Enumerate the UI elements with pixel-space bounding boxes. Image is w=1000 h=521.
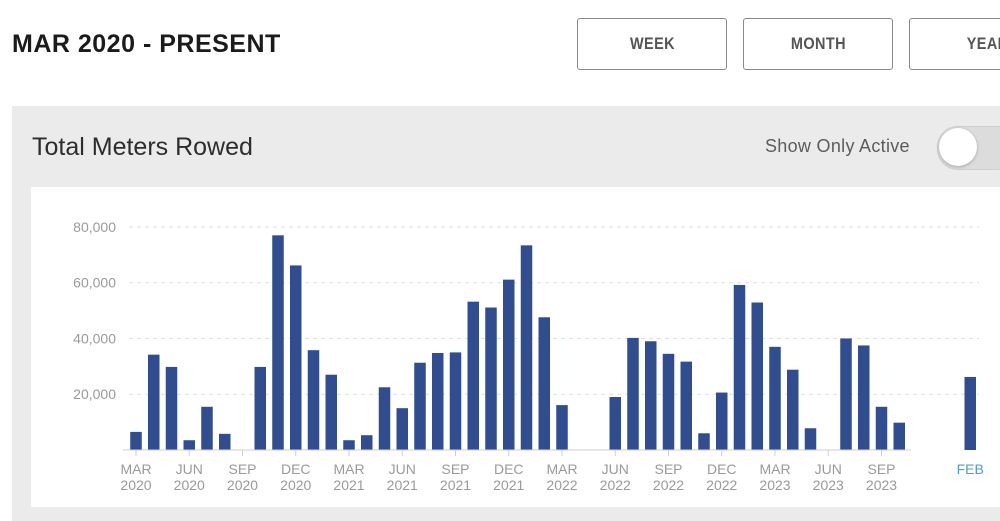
chart-card: 20,000 40,000 60,000 80,000 MAR 2020 JUN 2020 S… bbox=[31, 187, 1000, 507]
bar[interactable] bbox=[751, 302, 764, 450]
bar[interactable] bbox=[875, 406, 888, 450]
bar[interactable] bbox=[325, 374, 338, 450]
bar[interactable] bbox=[307, 350, 320, 450]
bar[interactable] bbox=[361, 435, 373, 450]
grid-layer bbox=[129, 226, 979, 395]
bar[interactable] bbox=[840, 338, 852, 450]
bar[interactable] bbox=[414, 362, 426, 450]
month-button-label: MONTH bbox=[790, 34, 846, 53]
bar[interactable] bbox=[485, 307, 497, 450]
bar[interactable] bbox=[130, 431, 142, 450]
bar[interactable] bbox=[467, 301, 480, 450]
bar[interactable] bbox=[290, 265, 302, 450]
x-tick-year: 2020 bbox=[174, 477, 205, 493]
x-tick-month: MAR bbox=[120, 461, 151, 477]
bar[interactable] bbox=[698, 433, 710, 450]
bar[interactable] bbox=[378, 387, 391, 450]
y-axis: 20,000 40,000 60,000 80,000 bbox=[73, 219, 116, 402]
x-tick-year: 2022 bbox=[600, 477, 631, 493]
x-tick-year: 2020 bbox=[280, 477, 311, 493]
bar[interactable] bbox=[449, 352, 462, 450]
toggle-knob[interactable] bbox=[939, 128, 977, 166]
x-tick-year: 2021 bbox=[440, 477, 471, 493]
x-tick-year: 2022 bbox=[706, 477, 737, 493]
x-tick-month: SEP bbox=[228, 461, 256, 477]
x-tick-year: 2021 bbox=[333, 477, 364, 493]
bar[interactable] bbox=[645, 341, 657, 450]
x-tick-year: 2021 bbox=[493, 477, 524, 493]
year-button-label: YEAR bbox=[966, 34, 1000, 53]
x-axis bbox=[123, 449, 911, 456]
bar[interactable] bbox=[556, 405, 568, 450]
bar[interactable] bbox=[520, 245, 533, 450]
x-tick-month: JUN bbox=[602, 461, 629, 477]
bar[interactable] bbox=[609, 397, 622, 450]
x-tick-month: JUN bbox=[815, 461, 842, 477]
bar[interactable] bbox=[201, 406, 213, 450]
x-tick-month: DEC bbox=[281, 461, 311, 477]
x-tick-month: MAR bbox=[759, 461, 790, 477]
bar[interactable] bbox=[538, 317, 551, 450]
panel-title: Total Meters Rowed bbox=[32, 133, 253, 161]
bar[interactable] bbox=[254, 366, 267, 450]
x-tick-month: JUN bbox=[176, 461, 203, 477]
bar[interactable] bbox=[272, 235, 284, 450]
week-button-label: WEEK bbox=[629, 34, 675, 53]
y-tick-label: 60,000 bbox=[73, 275, 116, 291]
bar[interactable] bbox=[503, 279, 515, 450]
bar[interactable] bbox=[804, 428, 817, 450]
show-only-active-toggle[interactable] bbox=[937, 126, 1000, 170]
month-button[interactable]: MONTH bbox=[743, 18, 893, 70]
y-tick-label: 20,000 bbox=[73, 386, 116, 402]
y-tick-label: 80,000 bbox=[73, 219, 116, 235]
bar[interactable] bbox=[148, 354, 160, 450]
bar[interactable] bbox=[396, 408, 409, 450]
bar[interactable] bbox=[787, 369, 799, 450]
bar[interactable] bbox=[432, 352, 444, 450]
bar[interactable] bbox=[769, 346, 781, 450]
week-button[interactable]: WEEK bbox=[577, 18, 727, 70]
bar[interactable] bbox=[964, 376, 977, 450]
bar[interactable] bbox=[858, 345, 870, 450]
bar[interactable] bbox=[219, 433, 231, 450]
bar[interactable] bbox=[893, 422, 906, 450]
x-tick-year: 2023 bbox=[813, 477, 844, 493]
year-button[interactable]: YEAR bbox=[909, 18, 1000, 70]
x-tick-month: DEC bbox=[494, 461, 524, 477]
bar[interactable] bbox=[343, 440, 355, 450]
x-tick-year: 2020 bbox=[120, 477, 151, 493]
bars bbox=[130, 235, 976, 450]
x-tick-month: JUN bbox=[389, 461, 416, 477]
bar[interactable] bbox=[627, 337, 639, 450]
bar[interactable] bbox=[680, 361, 693, 450]
y-tick-label: 40,000 bbox=[73, 330, 116, 346]
bar[interactable] bbox=[733, 284, 746, 450]
x-tick-month: MAR bbox=[333, 461, 364, 477]
x-tick-month: DEC bbox=[707, 461, 737, 477]
x-tick-year: 2023 bbox=[866, 477, 897, 493]
x-tick-month: MAR bbox=[546, 461, 577, 477]
bar[interactable] bbox=[662, 353, 675, 450]
x-tick-year: 2022 bbox=[546, 477, 577, 493]
bar[interactable] bbox=[716, 392, 728, 450]
x-tick-year: 2023 bbox=[759, 477, 790, 493]
x-tick-year: 2020 bbox=[227, 477, 258, 493]
x-tick-month: SEP bbox=[441, 461, 469, 477]
x-tick-month: SEP bbox=[654, 461, 682, 477]
page-title: MAR 2020 - PRESENT bbox=[12, 30, 281, 58]
bar[interactable] bbox=[165, 366, 178, 450]
x-tick-year: 2022 bbox=[653, 477, 684, 493]
x-tick-month: FEB bbox=[957, 461, 984, 477]
x-tick-year: 2021 bbox=[387, 477, 418, 493]
x-axis-labels: MAR2020JUN2020SEP2020DEC2020MAR2021JUN20… bbox=[120, 461, 983, 493]
bar[interactable] bbox=[183, 440, 196, 450]
x-tick-month: SEP bbox=[867, 461, 895, 477]
toggle-label: Show Only Active bbox=[765, 136, 910, 156]
